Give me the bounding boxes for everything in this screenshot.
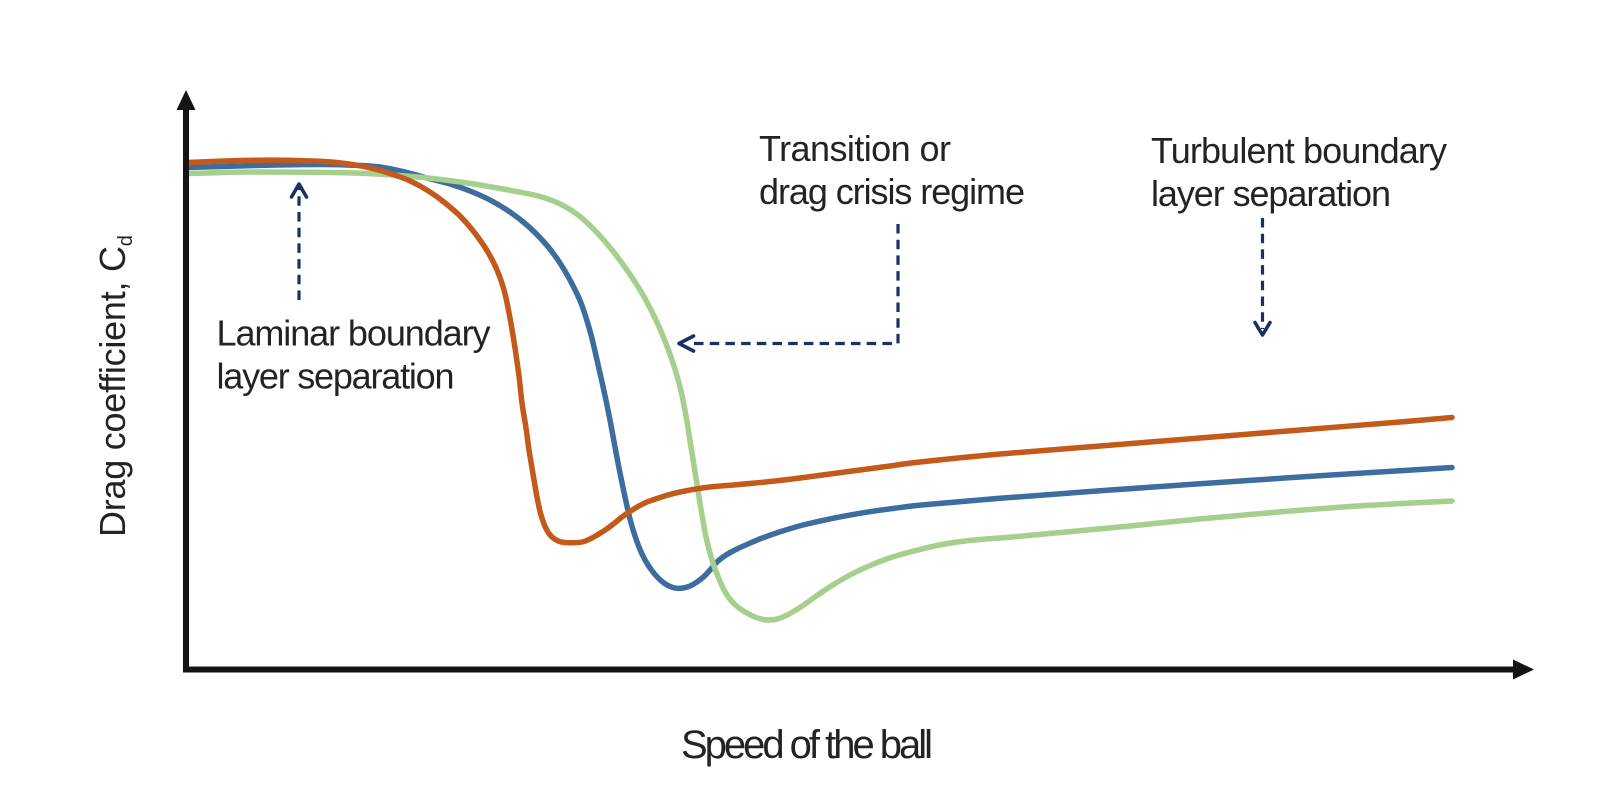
svg-text:drag crisis regime: drag crisis regime	[759, 171, 1025, 212]
svg-text:Laminar boundary: Laminar boundary	[217, 313, 491, 354]
svg-text:Turbulent boundary: Turbulent boundary	[1151, 130, 1447, 171]
svg-text:layer separation: layer separation	[217, 356, 455, 397]
svg-text:Speed of the ball: Speed of the ball	[681, 723, 933, 767]
svg-text:Transition or: Transition or	[759, 128, 951, 169]
svg-text:layer separation: layer separation	[1151, 173, 1391, 214]
svg-text:Drag coefficient, Cd: Drag coefficient, Cd	[92, 235, 137, 537]
